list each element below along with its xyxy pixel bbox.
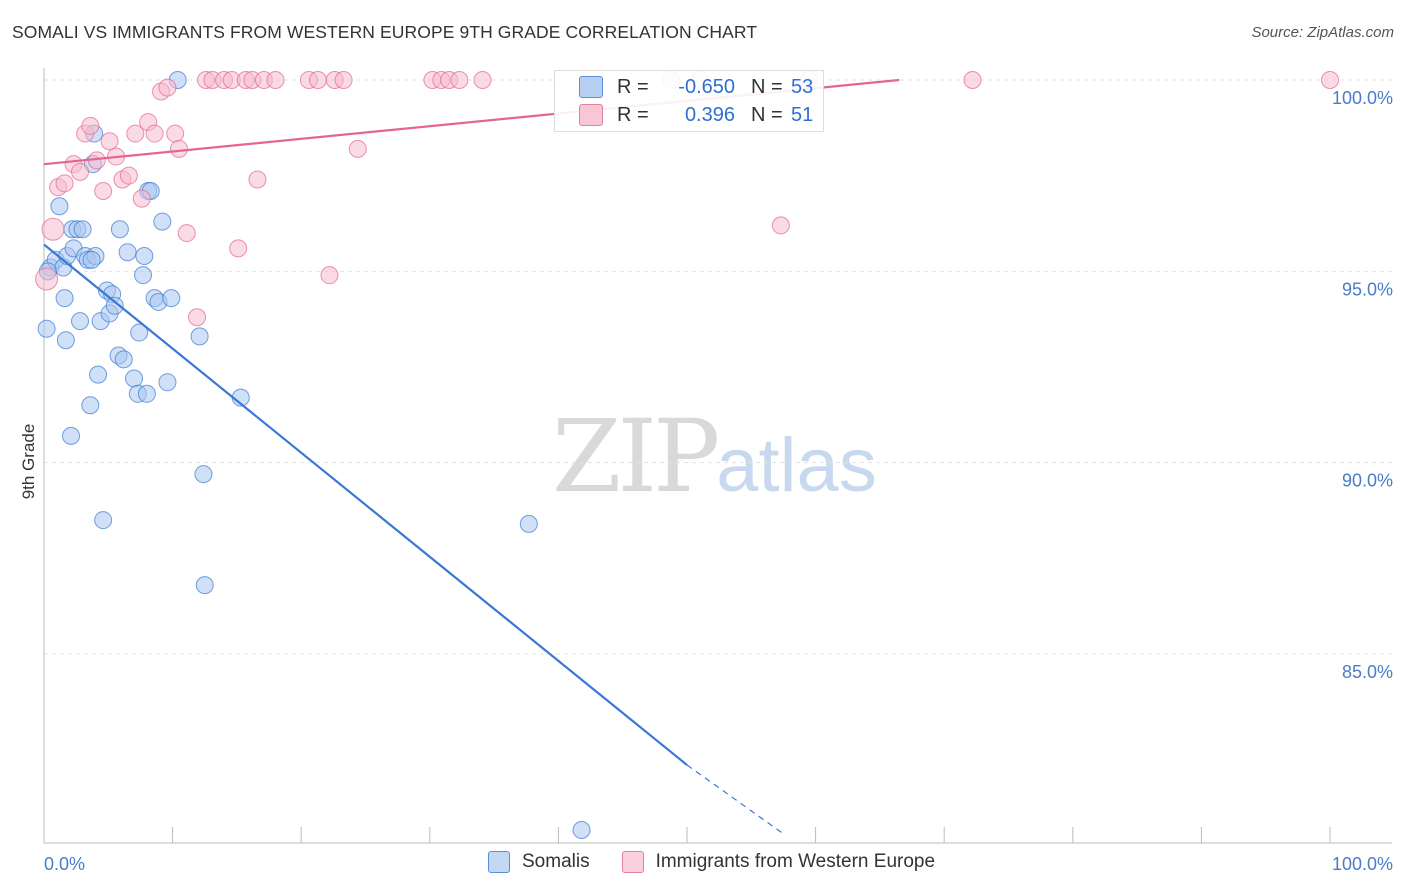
legend-r-value: 0.396 (684, 103, 735, 126)
western-europe-point (100, 132, 119, 151)
watermark-zip: ZIP (552, 398, 720, 515)
somali-point (194, 465, 213, 484)
somali-point (37, 319, 56, 338)
series-swatch-western-europe (621, 851, 644, 873)
x-tick-label: 100.0% (1332, 854, 1393, 874)
source-label: Source: ZipAtlas.com (1251, 24, 1394, 41)
grid-lines (44, 79, 1392, 655)
western-europe-point (132, 189, 151, 208)
western-europe-point (1321, 71, 1339, 89)
somali-point (137, 384, 156, 403)
somali-point (153, 212, 172, 231)
y-tick-label: 85.0% (1342, 662, 1393, 682)
zipatlas-watermark: ZIPatlas (552, 398, 877, 515)
y-tick-label: 100.0% (1332, 88, 1393, 108)
somali-point (195, 576, 214, 595)
x-tick-label: 0.0% (44, 854, 85, 874)
somali-point (190, 327, 209, 346)
y-tick-label: 95.0% (1342, 279, 1393, 299)
western-europe-point (248, 170, 267, 189)
series-swatch-somalis (488, 851, 510, 873)
western-europe-point (166, 124, 185, 143)
somali-point (135, 247, 154, 266)
western-europe-point (55, 174, 74, 193)
somali-point (71, 312, 90, 331)
chart-title: SOMALI VS IMMIGRANTS FROM WESTERN EUROPE… (12, 22, 758, 42)
series-legend-somalis[interactable]: Somalis (488, 851, 590, 873)
somali-point (134, 266, 153, 285)
legend-r-value: -0.650 (678, 75, 735, 98)
somali-point (73, 220, 92, 239)
y-tick-label: 90.0% (1342, 471, 1393, 491)
series-label-somalis: Somalis (522, 851, 590, 872)
legend-n-value: 53 (791, 75, 814, 98)
somali-point (110, 220, 129, 239)
somali-point (114, 350, 133, 369)
somali-trend-line (43, 243, 688, 766)
western-europe-point (94, 181, 113, 200)
legend-n-value: 51 (791, 103, 814, 126)
axis-labels: 85.0% 90.0% 95.0% 100.0% 0.0% 100.0% 9th Grade (19, 88, 1393, 874)
western-europe-point (229, 239, 248, 258)
western-europe-point (320, 266, 339, 285)
western-europe-point (71, 162, 90, 181)
somali-point (130, 323, 149, 342)
somali-point (572, 821, 591, 840)
somali-point (519, 514, 538, 533)
western-europe-point (771, 216, 790, 235)
somali-point (162, 289, 181, 308)
western-europe-point (188, 308, 207, 327)
western-europe-point (334, 71, 353, 89)
western-europe-point (145, 124, 164, 143)
western-europe-point (266, 71, 285, 89)
axes (43, 68, 1392, 844)
legend-swatch-somalis (579, 76, 603, 98)
somali-point (118, 243, 137, 262)
series-label-western-europe: Immigrants from Western Europe (655, 851, 936, 872)
somali-trend-extension (686, 764, 784, 835)
western-europe-point (177, 224, 196, 243)
somali-point (89, 365, 108, 384)
legend-n-label: N = (751, 103, 783, 126)
legend-row-somalis: R = -0.650 N = 53 (579, 73, 813, 101)
somali-point (94, 511, 113, 530)
western-europe-point (450, 71, 469, 89)
western-europe-point (348, 139, 367, 158)
somali-point (158, 373, 177, 392)
western-europe-point (158, 78, 177, 97)
western-europe-point (308, 71, 327, 89)
somali-point (62, 426, 81, 445)
legend-r-label: R = (617, 75, 649, 98)
series-legend-western-europe[interactable]: Immigrants from Western Europe (621, 851, 936, 873)
western-europe-point (35, 267, 59, 291)
somali-point (82, 250, 101, 269)
trend-lines (43, 78, 900, 835)
legend-n-label: N = (751, 75, 783, 98)
legend-r-label: R = (617, 103, 649, 126)
watermark-atlas: atlas (716, 423, 877, 508)
legend-swatch-western-europe (579, 104, 603, 126)
y-axis-title: 9th Grade (19, 424, 38, 500)
somali-point (50, 197, 69, 216)
western-europe-point (41, 217, 65, 241)
somali-point (105, 296, 124, 315)
western-europe-point (170, 139, 189, 158)
western-europe-point (473, 71, 492, 89)
somali-point (125, 369, 144, 388)
western-europe-point (963, 71, 982, 89)
somali-point (81, 396, 100, 415)
western-europe-point (119, 166, 138, 185)
western-europe-point (81, 116, 100, 135)
correlation-legend: R = -0.650 N = 53 R = 0.396 N = 51 (554, 70, 824, 132)
somali-point (55, 289, 74, 308)
legend-row-western-europe: R = 0.396 N = 51 (579, 101, 813, 129)
western-europe-point (126, 124, 145, 143)
data-points (35, 71, 1339, 840)
somali-point (56, 331, 75, 350)
series-legend: Somalis Immigrants from Western Europe (488, 851, 967, 873)
